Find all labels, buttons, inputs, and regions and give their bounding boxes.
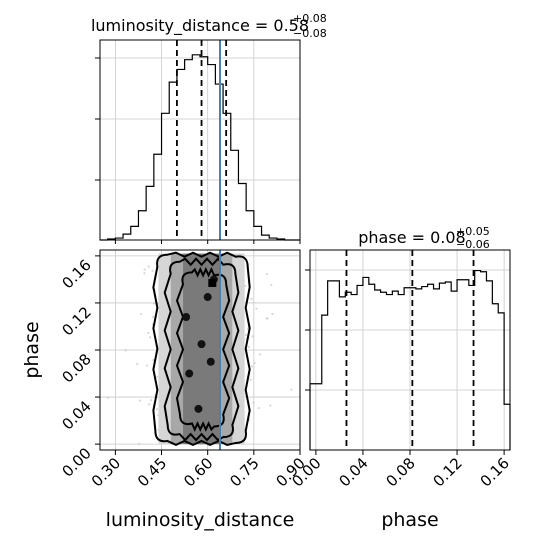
contour-blob-5 bbox=[194, 404, 203, 413]
scatter-point bbox=[137, 442, 141, 445]
scatter-point bbox=[147, 265, 150, 268]
contour-blob-1 bbox=[197, 340, 206, 349]
scatter-point bbox=[269, 404, 272, 407]
joint-x-tick-label-2: 0.60 bbox=[180, 454, 216, 490]
scatter-point bbox=[152, 358, 155, 362]
scatter-point bbox=[244, 284, 247, 288]
contour-blob-3 bbox=[185, 369, 194, 378]
scatter-point bbox=[250, 297, 253, 300]
scatter-point bbox=[149, 336, 152, 339]
scatter-point bbox=[265, 317, 268, 320]
scatter-point bbox=[270, 283, 273, 287]
density-peak-marker bbox=[208, 278, 217, 287]
joint-x-tick-label-1: 0.45 bbox=[134, 454, 170, 490]
scatter-point bbox=[247, 345, 250, 349]
scatter-point bbox=[106, 396, 110, 399]
x-axis-label-luminosity-distance: luminosity_distance bbox=[106, 509, 295, 531]
scatter-point bbox=[148, 403, 151, 406]
joint-density-panel: 0.30 0.45 0.60 0.75 0.900.000.040.080.120.16 bbox=[58, 249, 309, 490]
ld-panel-frame bbox=[99, 39, 301, 241]
luminosity-distance-title: luminosity_distance = 0.58 bbox=[91, 16, 309, 36]
joint-y-tick-label-3: 0.12 bbox=[58, 303, 94, 339]
contour-blob-0 bbox=[182, 313, 191, 322]
joint-y-tick-label-2: 0.08 bbox=[58, 350, 94, 386]
scatter-point bbox=[140, 312, 143, 315]
joint-y-tick-label-1: 0.04 bbox=[58, 397, 94, 433]
contour-middle bbox=[163, 257, 240, 442]
scatter-point bbox=[258, 353, 262, 356]
scatter-point bbox=[147, 331, 150, 335]
ld-panel-background bbox=[100, 40, 300, 240]
luminosity-distance-title-sup: +0.08 bbox=[293, 12, 327, 25]
contour-blob-6 bbox=[206, 357, 215, 366]
scatter-point bbox=[271, 312, 274, 316]
phase-title: phase = 0.08 bbox=[358, 228, 465, 247]
scatter-point bbox=[250, 365, 253, 368]
scatter-point bbox=[138, 399, 142, 402]
scatter-point bbox=[265, 272, 269, 276]
scatter-point bbox=[155, 408, 159, 411]
scatter-point bbox=[255, 307, 258, 310]
ph-histogram-step-line bbox=[309, 269, 511, 450]
scatter-point bbox=[244, 333, 248, 336]
scatter-point bbox=[143, 272, 146, 275]
luminosity-distance-histogram-panel bbox=[95, 39, 301, 244]
scatter-point bbox=[124, 349, 127, 352]
ph-x-tick-label-1: 0.04 bbox=[335, 454, 371, 490]
scatter-point bbox=[156, 375, 159, 379]
ld-histogram-step-line bbox=[100, 54, 300, 241]
scatter-point bbox=[251, 335, 254, 338]
joint-x-tick-label-3: 0.75 bbox=[226, 454, 262, 490]
phase-title-sub: −0.06 bbox=[456, 238, 490, 251]
scatter-point bbox=[290, 388, 293, 391]
x-axis-label-phase: phase bbox=[381, 509, 438, 531]
contour-outer bbox=[152, 251, 251, 447]
ph-x-tick-label-2: 0.08 bbox=[382, 454, 418, 490]
scatter-point bbox=[136, 363, 139, 366]
ph-x-tick-label-3: 0.12 bbox=[430, 454, 466, 490]
scatter-point bbox=[252, 401, 255, 404]
joint-x-tick-label-0: 0.30 bbox=[88, 454, 124, 490]
scatter-point bbox=[257, 406, 260, 410]
scatter-point bbox=[152, 302, 156, 305]
scatter-point bbox=[145, 364, 149, 367]
ph-x-tick-label-4: 0.16 bbox=[477, 454, 513, 490]
scatter-point bbox=[253, 361, 256, 365]
joint-y-tick-label-4: 0.16 bbox=[58, 256, 94, 292]
phase-histogram-panel: 0.00 0.04 0.08 0.12 0.16 bbox=[288, 249, 513, 490]
contour-blob-2 bbox=[203, 293, 212, 302]
scatter-point bbox=[150, 398, 153, 402]
scatter-point bbox=[143, 268, 146, 271]
scatter-point bbox=[249, 378, 252, 381]
scatter-point bbox=[151, 269, 154, 272]
y-axis-label-phase: phase bbox=[21, 321, 43, 378]
phase-title-sup: +0.05 bbox=[456, 225, 490, 238]
scatter-point bbox=[151, 315, 155, 318]
luminosity-distance-title-sub: −0.08 bbox=[293, 27, 327, 40]
